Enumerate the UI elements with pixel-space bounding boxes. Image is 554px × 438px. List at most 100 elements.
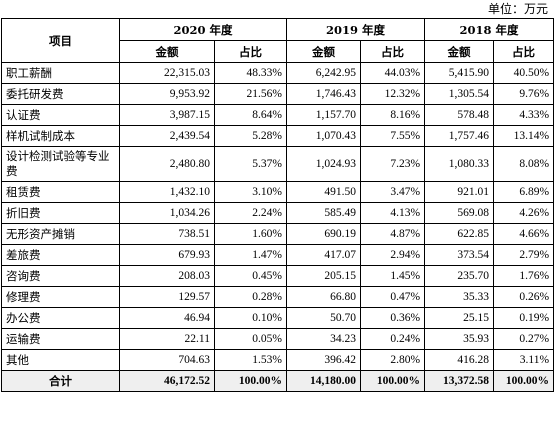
cell-share-2018: 2.79%: [493, 244, 554, 266]
cell-amount-2019: 66.80: [286, 286, 362, 308]
cell-amount-2019: 585.49: [286, 202, 362, 224]
cell-share-2019: 3.47%: [360, 181, 426, 203]
cell-amount-2020: 22,315.03: [119, 62, 215, 84]
cell-share-2018: 6.89%: [493, 181, 554, 203]
cell-share-2019: 7.23%: [360, 146, 426, 182]
cell-amount-2018: 5,415.90: [424, 62, 495, 84]
cell-amount-2020: 738.51: [119, 223, 215, 245]
row-label: 差旅费: [1, 244, 120, 266]
cell-share-2018: 13.14%: [493, 125, 554, 147]
total-amount-2018: 13,372.58: [424, 370, 495, 392]
cell-amount-2018: 25.15: [424, 307, 495, 329]
cell-amount-2020: 208.03: [119, 265, 215, 287]
row-label: 设计检测试验等专业费: [1, 146, 120, 182]
cell-share-2019: 2.80%: [360, 349, 426, 371]
total-amount-2019: 14,180.00: [286, 370, 362, 392]
cell-share-2019: 12.32%: [360, 83, 426, 105]
cell-share-2019: 0.36%: [360, 307, 426, 329]
cell-share-2020: 48.33%: [213, 62, 288, 84]
cell-amount-2019: 1,746.43: [286, 83, 362, 105]
total-amount-2020: 46,172.52: [119, 370, 215, 392]
cell-share-2020: 5.37%: [213, 146, 288, 182]
cell-amount-2020: 3,987.15: [119, 104, 215, 126]
cell-amount-2018: 35.33: [424, 286, 495, 308]
cell-share-2020: 1.47%: [213, 244, 288, 266]
cell-share-2020: 8.64%: [213, 104, 288, 126]
table-row: 其他 704.63 1.53% 396.42 2.80% 416.28 3.11…: [1, 349, 554, 371]
row-label: 办公费: [1, 307, 120, 329]
row-label: 无形资产摊销: [1, 223, 120, 245]
cell-share-2019: 2.94%: [360, 244, 426, 266]
cell-share-2019: 4.13%: [360, 202, 426, 224]
cell-share-2018: 40.50%: [493, 62, 554, 84]
cell-amount-2020: 2,480.80: [119, 146, 215, 182]
row-label: 样机试制成本: [1, 125, 120, 147]
cell-amount-2018: 235.70: [424, 265, 495, 287]
cell-amount-2019: 50.70: [286, 307, 362, 329]
cell-amount-2019: 396.42: [286, 349, 362, 371]
cell-share-2020: 1.53%: [213, 349, 288, 371]
cell-amount-2020: 46.94: [119, 307, 215, 329]
header-year-2019: 2019 年度: [286, 18, 426, 41]
cell-share-2018: 4.33%: [493, 104, 554, 126]
row-label: 折旧费: [1, 202, 120, 224]
cell-share-2018: 0.26%: [493, 286, 554, 308]
cell-share-2018: 8.08%: [493, 146, 554, 182]
table-row: 折旧费 1,034.26 2.24% 585.49 4.13% 569.08 4…: [1, 202, 554, 224]
total-share-2019: 100.00%: [360, 370, 426, 392]
cell-share-2019: 4.87%: [360, 223, 426, 245]
cell-amount-2019: 6,242.95: [286, 62, 362, 84]
cell-share-2019: 0.47%: [360, 286, 426, 308]
table-row: 办公费 46.94 0.10% 50.70 0.36% 25.15 0.19%: [1, 307, 554, 329]
cell-amount-2020: 679.93: [119, 244, 215, 266]
cell-amount-2020: 1,034.26: [119, 202, 215, 224]
cell-amount-2018: 921.01: [424, 181, 495, 203]
cell-share-2019: 8.16%: [360, 104, 426, 126]
row-label: 租赁费: [1, 181, 120, 203]
row-label: 运输费: [1, 328, 120, 350]
cell-share-2018: 9.76%: [493, 83, 554, 105]
cell-share-2019: 0.24%: [360, 328, 426, 350]
cell-amount-2020: 129.57: [119, 286, 215, 308]
row-label: 委托研发费: [1, 83, 120, 105]
header-amount: 金额: [286, 40, 362, 63]
header-row-years: 项目 2020 年度 2019 年度 2018 年度: [1, 18, 554, 63]
total-label: 合计: [1, 370, 120, 392]
row-label: 其他: [1, 349, 120, 371]
cell-amount-2019: 690.19: [286, 223, 362, 245]
cell-amount-2018: 569.08: [424, 202, 495, 224]
table-row: 样机试制成本 2,439.54 5.28% 1,070.43 7.55% 1,7…: [1, 125, 554, 147]
header-share: 占比: [213, 40, 288, 63]
cell-share-2018: 4.66%: [493, 223, 554, 245]
cell-share-2018: 0.19%: [493, 307, 554, 329]
table-row: 差旅费 679.93 1.47% 417.07 2.94% 373.54 2.7…: [1, 244, 554, 266]
table-row: 职工薪酬 22,315.03 48.33% 6,242.95 44.03% 5,…: [1, 62, 554, 84]
cell-share-2018: 3.11%: [493, 349, 554, 371]
cell-share-2018: 1.76%: [493, 265, 554, 287]
table-row: 无形资产摊销 738.51 1.60% 690.19 4.87% 622.85 …: [1, 223, 554, 245]
header-amount: 金额: [424, 40, 495, 63]
header-row-metrics: 金额 占比 金额 占比 金额 占比: [2, 40, 554, 63]
header-item: 项目: [1, 18, 120, 63]
cell-amount-2019: 1,157.70: [286, 104, 362, 126]
cell-share-2019: 7.55%: [360, 125, 426, 147]
table-row: 租赁费 1,432.10 3.10% 491.50 3.47% 921.01 6…: [1, 181, 554, 203]
cell-amount-2019: 1,070.43: [286, 125, 362, 147]
cell-amount-2020: 704.63: [119, 349, 215, 371]
cell-share-2020: 5.28%: [213, 125, 288, 147]
header-share: 占比: [493, 40, 554, 63]
table-row: 咨询费 208.03 0.45% 205.15 1.45% 235.70 1.7…: [1, 265, 554, 287]
cell-share-2020: 2.24%: [213, 202, 288, 224]
table-row: 委托研发费 9,953.92 21.56% 1,746.43 12.32% 1,…: [1, 83, 554, 105]
cell-amount-2020: 1,432.10: [119, 181, 215, 203]
header-share: 占比: [360, 40, 426, 63]
cell-amount-2019: 205.15: [286, 265, 362, 287]
cell-amount-2019: 1,024.93: [286, 146, 362, 182]
unit-note: 单位：万元: [487, 2, 548, 16]
cell-share-2018: 4.26%: [493, 202, 554, 224]
cell-amount-2018: 622.85: [424, 223, 495, 245]
table-row: 认证费 3,987.15 8.64% 1,157.70 8.16% 578.48…: [1, 104, 554, 126]
cell-amount-2018: 35.93: [424, 328, 495, 350]
cell-share-2020: 3.10%: [213, 181, 288, 203]
table-row: 设计检测试验等专业费 2,480.80 5.37% 1,024.93 7.23%…: [1, 146, 554, 182]
